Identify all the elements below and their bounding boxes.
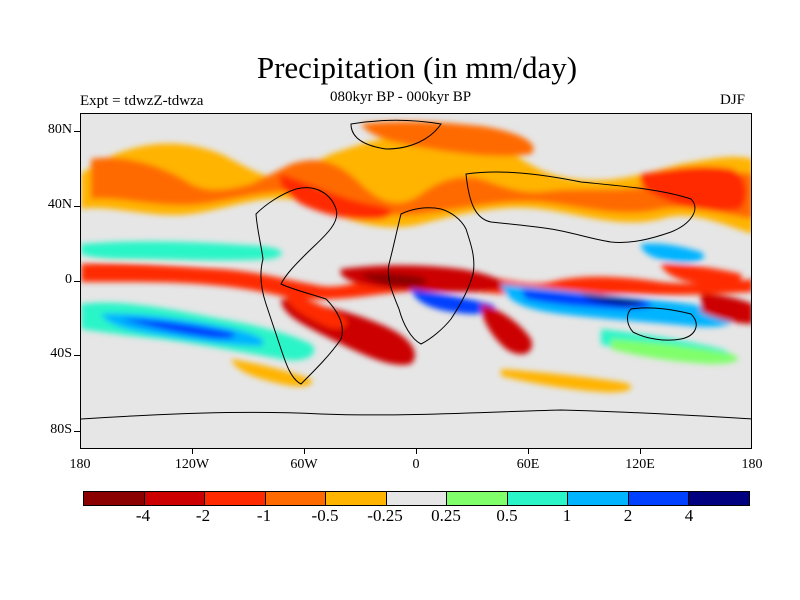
- lat-label-0: 0: [65, 272, 72, 287]
- colorbar-label: -0.25: [367, 506, 403, 525]
- colorbar: [83, 491, 750, 506]
- colorbar-swatch: [628, 492, 690, 505]
- lat-tick: [74, 431, 80, 432]
- colorbar-label: -1: [256, 506, 272, 525]
- colorbar-swatch: [144, 492, 206, 505]
- colorbar-label: 0.5: [496, 506, 518, 525]
- lon-tick: [416, 449, 417, 454]
- experiment-label: Expt = tdwzZ-tdwza: [80, 93, 204, 109]
- lat-tick: [74, 355, 80, 356]
- colorbar-swatch: [84, 492, 145, 505]
- lat-tick: [74, 281, 80, 282]
- lon-label-180e: 180: [741, 457, 763, 472]
- lat-label-80s: 80S: [50, 422, 72, 437]
- colorbar-label: -2: [195, 506, 211, 525]
- colorbar-swatch: [568, 492, 629, 505]
- season-label: DJF: [720, 92, 746, 108]
- lat-label-40n: 40N: [47, 197, 72, 212]
- lon-label-120e: 120E: [625, 457, 655, 472]
- lon-tick: [528, 449, 529, 454]
- colorbar-swatch: [447, 492, 508, 505]
- lon-tick: [640, 449, 641, 454]
- lat-tick: [74, 206, 80, 207]
- colorbar-swatch: [205, 492, 266, 505]
- lon-label-120w: 120W: [174, 457, 210, 472]
- map-area: [80, 113, 752, 449]
- lon-label-60e: 60E: [516, 457, 540, 472]
- colorbar-label: -4: [135, 506, 151, 525]
- colorbar-label: 4: [684, 506, 694, 525]
- lon-label-180w: 180: [69, 457, 91, 472]
- lon-label-60w: 60W: [290, 457, 318, 472]
- lon-label-0: 0: [412, 457, 420, 472]
- lat-label-40s: 40S: [50, 346, 72, 361]
- colorbar-swatch: [507, 492, 569, 505]
- lon-tick: [304, 449, 305, 454]
- colorbar-swatch: [326, 492, 387, 505]
- colorbar-label: 2: [623, 506, 633, 525]
- precipitation-field: [81, 114, 751, 448]
- lon-tick: [192, 449, 193, 454]
- lat-label-80n: 80N: [47, 122, 72, 137]
- colorbar-swatch: [265, 492, 327, 505]
- map-title: Precipitation (in mm/day): [256, 50, 578, 85]
- colorbar-swatch: [689, 492, 750, 505]
- colorbar-label: -0.5: [311, 506, 339, 525]
- colorbar-label: 0.25: [431, 506, 461, 525]
- map-subtitle: 080kyr BP - 000kyr BP: [330, 89, 472, 105]
- colorbar-swatch: [386, 492, 448, 505]
- colorbar-label: 1: [562, 506, 572, 525]
- lat-tick: [74, 131, 80, 132]
